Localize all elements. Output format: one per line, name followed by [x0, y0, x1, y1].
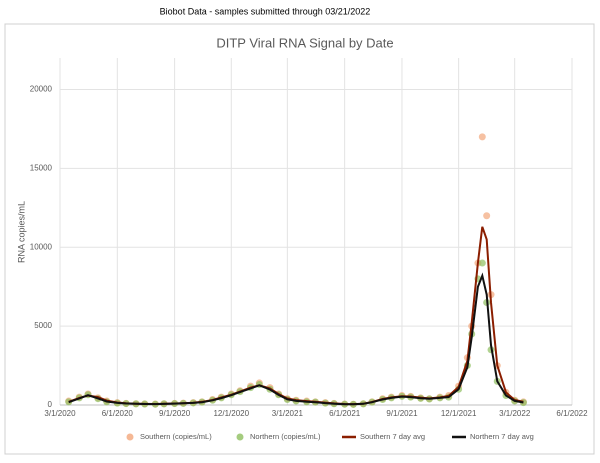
x-tick-label: 6/1/2020	[102, 409, 134, 418]
data-point	[478, 133, 486, 141]
legend-label: Southern (copies/mL)	[140, 432, 212, 441]
x-tick-label: 9/1/2020	[159, 409, 191, 418]
y-tick-label: 15000	[30, 164, 53, 173]
y-tick-label: 10000	[30, 242, 53, 251]
chart-title: DITP Viral RNA Signal by Date	[216, 35, 393, 50]
page-header: Biobot Data - samples submitted through …	[160, 6, 371, 16]
x-tick-label: 3/1/2020	[44, 409, 76, 418]
x-tick-label: 9/1/2021	[386, 409, 418, 418]
data-point	[483, 212, 491, 220]
x-tick-label: 12/1/2021	[441, 409, 477, 418]
legend-label: Northern (copies/mL)	[250, 432, 321, 441]
x-tick-label: 3/1/2022	[499, 409, 531, 418]
y-tick-label: 5000	[34, 321, 52, 330]
avg-line	[68, 272, 524, 406]
y-tick-label: 20000	[30, 85, 53, 94]
y-tick-label: 0	[48, 400, 53, 409]
data-point	[478, 259, 486, 267]
x-tick-label: 3/1/2021	[272, 409, 304, 418]
x-tick-label: 12/1/2020	[213, 409, 249, 418]
legend-label: Northern 7 day avg	[470, 432, 534, 441]
legend-marker	[236, 433, 244, 441]
x-tick-label: 6/1/2022	[556, 409, 588, 418]
x-tick-label: 6/1/2021	[329, 409, 361, 418]
legend-label: Southern 7 day avg	[360, 432, 425, 441]
y-axis-label: RNA copies/mL	[16, 201, 26, 263]
legend-marker	[126, 433, 134, 441]
